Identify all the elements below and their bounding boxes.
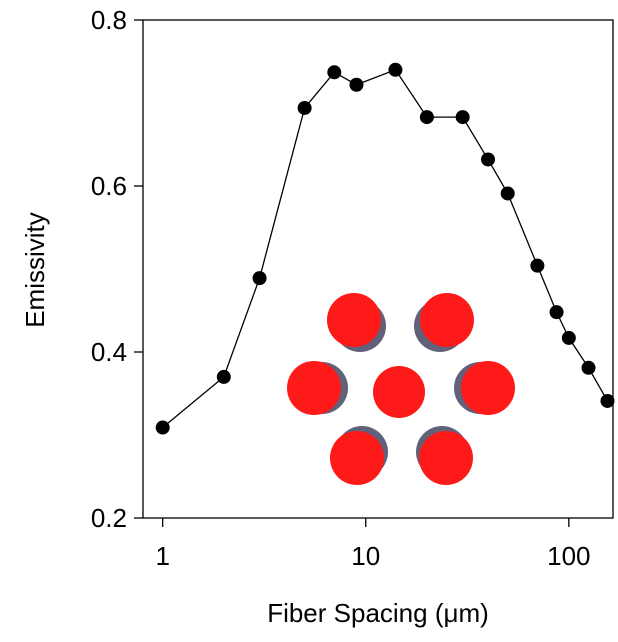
y-tick-label: 0.8 [91,5,127,35]
y-tick-label: 0.2 [91,503,127,533]
x-axis-label: Fiber Spacing (μm) [267,598,489,628]
data-point [549,305,564,320]
data-point [455,110,470,125]
y-axis-label: Emissivity [20,212,50,328]
data-point [388,62,403,77]
data-point [561,330,576,345]
data-point [581,360,596,375]
data-point [327,65,342,80]
data-point [530,258,545,273]
data-point [155,420,170,435]
plot-frame [142,19,614,519]
data-point [600,393,615,408]
x-tick-label: 1 [155,541,169,571]
data-point [481,152,496,167]
y-tick-label: 0.6 [91,171,127,201]
x-tick-label: 100 [547,541,590,571]
data-point [252,271,267,286]
data-point [419,110,434,125]
x-tick-label: 10 [351,541,380,571]
y-tick-label: 0.4 [91,337,127,367]
data-point [500,186,515,201]
data-point [216,369,231,384]
series-line [162,69,609,429]
data-point [349,77,364,92]
data-point [297,100,312,115]
fiber-inset-image [287,293,515,485]
